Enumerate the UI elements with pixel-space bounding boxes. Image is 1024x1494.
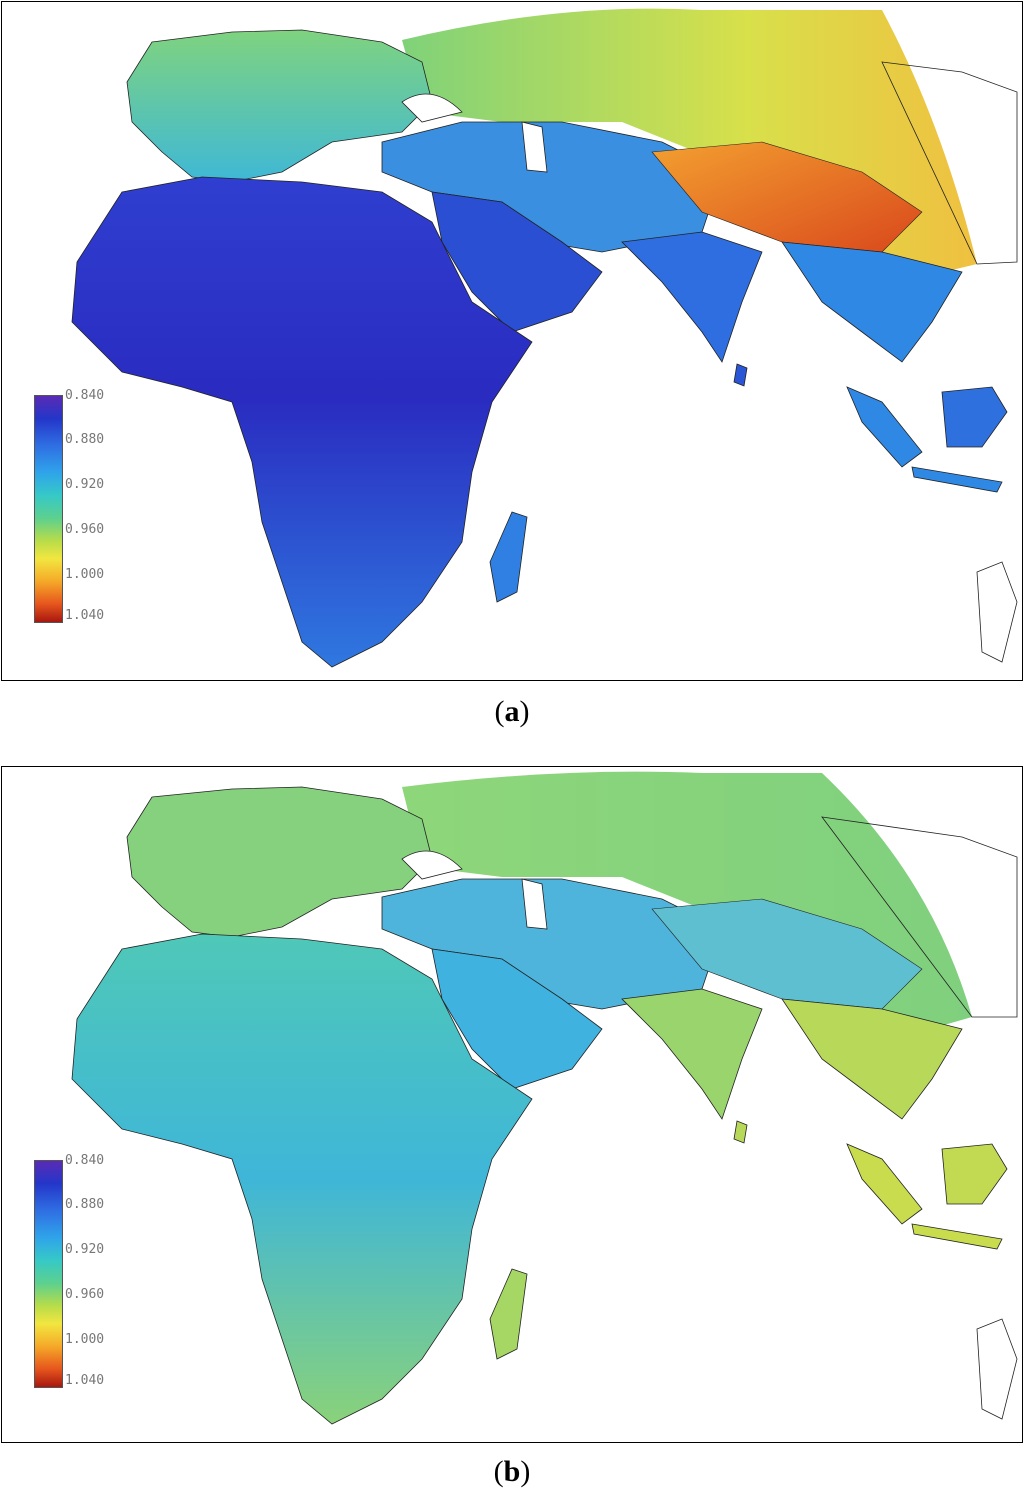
outline-east-asia	[821, 816, 1018, 1018]
map-a	[71, 8, 1018, 668]
legend-tick: 0.880	[65, 1197, 105, 1212]
map-b	[71, 771, 1018, 1425]
legend-tick: 1.040	[65, 608, 105, 623]
caption-b: (b)	[493, 1455, 531, 1488]
legend-tick: 0.960	[65, 522, 105, 537]
madagascar-region	[489, 1268, 528, 1360]
legend-tick: 0.880	[65, 432, 105, 447]
java-region	[911, 466, 1003, 493]
sumatra-region	[846, 386, 923, 468]
legend-tick: 0.960	[65, 1287, 105, 1302]
sri-lanka-region	[733, 1120, 748, 1144]
map-panel-a: 0.840 0.880 0.920 0.960 1.000 1.040	[1, 1, 1023, 681]
caption-a: (a)	[494, 695, 530, 728]
india-region	[621, 988, 763, 1120]
outline-east-asia	[881, 61, 1018, 265]
legend-tick: 0.840	[65, 1153, 105, 1168]
colorbar-a	[34, 395, 63, 623]
map-panel-b: 0.840 0.880 0.920 0.960 1.000 1.040	[1, 766, 1023, 1443]
tibet-region	[651, 898, 923, 1010]
caspian-sea	[521, 121, 548, 173]
southeast-asia-region	[781, 241, 963, 363]
madagascar-region	[489, 511, 528, 603]
africa-region	[71, 933, 533, 1425]
southeast-asia-region	[781, 998, 963, 1120]
caspian-sea	[521, 878, 548, 930]
legend-tick: 0.920	[65, 1242, 105, 1257]
legend-tick: 1.000	[65, 1332, 105, 1347]
tibet-region	[651, 141, 923, 253]
outline-australia	[976, 561, 1018, 663]
java-region	[911, 1223, 1003, 1250]
arabia-region	[431, 191, 603, 333]
colorbar-legend-a: 0.840 0.880 0.920 0.960 1.000 1.040	[34, 389, 110, 623]
outline-australia	[976, 1318, 1018, 1420]
india-region	[621, 231, 763, 363]
europe-region	[126, 29, 433, 183]
colorbar-legend-b: 0.840 0.880 0.920 0.960 1.000 1.040	[34, 1154, 110, 1388]
europe-region	[126, 786, 433, 938]
black-sea	[401, 850, 463, 880]
legend-tick: 1.000	[65, 567, 105, 582]
legend-tick: 0.920	[65, 477, 105, 492]
legend-tick: 0.840	[65, 388, 105, 403]
colorbar-b	[34, 1160, 63, 1388]
legend-tick: 1.040	[65, 1373, 105, 1388]
arabia-region	[431, 948, 603, 1090]
black-sea	[401, 93, 463, 123]
borneo-region	[941, 386, 1008, 448]
borneo-region	[941, 1143, 1008, 1205]
sumatra-region	[846, 1143, 923, 1225]
africa-region	[71, 176, 533, 668]
sri-lanka-region	[733, 363, 748, 387]
